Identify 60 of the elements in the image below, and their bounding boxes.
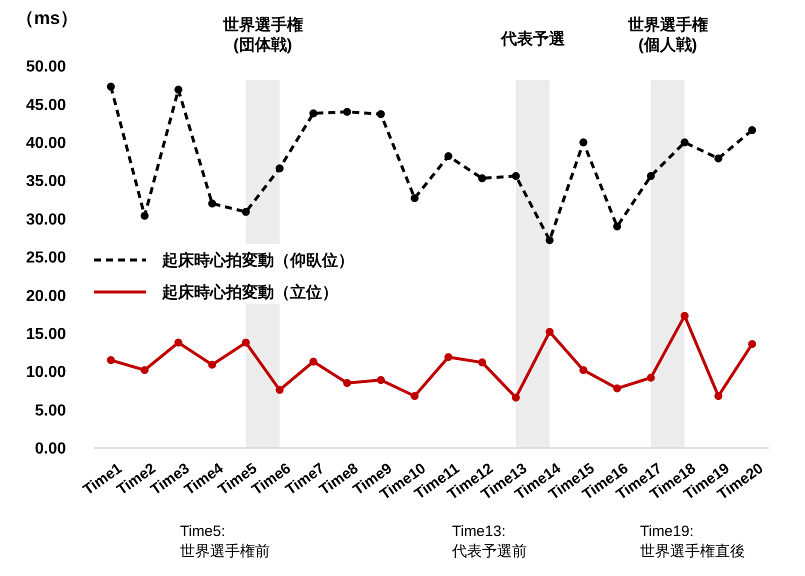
y-tick-label: 0.00 xyxy=(34,440,66,458)
y-tick-label: 5.00 xyxy=(34,402,66,420)
point xyxy=(410,194,419,202)
point xyxy=(546,236,554,244)
point xyxy=(579,366,588,374)
point xyxy=(748,126,756,134)
point xyxy=(242,208,250,216)
point xyxy=(376,376,385,384)
band-label: 世界選手権 (団体戦) xyxy=(222,16,303,54)
y-tick-label: 50.00 xyxy=(26,58,66,76)
point xyxy=(444,152,452,160)
point xyxy=(646,172,655,180)
point xyxy=(208,200,216,208)
point xyxy=(714,154,722,162)
point xyxy=(646,374,655,382)
point xyxy=(343,379,352,388)
text: Time13: 代表予選前 xyxy=(451,523,527,560)
point xyxy=(680,138,689,146)
point xyxy=(714,392,722,400)
point xyxy=(546,328,554,336)
legend-label: 起床時心拍変動（仰臥位） xyxy=(161,250,354,270)
y-tick-label: 15.00 xyxy=(26,326,66,343)
legend-label: 起床時心拍変動（立位） xyxy=(161,282,338,302)
point xyxy=(613,384,622,392)
point xyxy=(106,82,115,91)
point xyxy=(512,394,520,402)
y-tick-label: 20.00 xyxy=(26,288,66,305)
point xyxy=(174,338,182,347)
y-tick-label: 30.00 xyxy=(26,211,66,228)
point xyxy=(410,392,419,400)
point xyxy=(512,172,520,180)
point xyxy=(343,108,352,116)
y-tick-label: 40.00 xyxy=(26,135,66,152)
text: Time5: 世界選手権前 xyxy=(180,523,270,560)
point xyxy=(174,86,182,94)
point xyxy=(376,110,385,118)
point xyxy=(680,312,689,320)
band-label: 代表予選 xyxy=(500,30,565,48)
y-axis-title: （ms） xyxy=(16,8,78,28)
point xyxy=(309,358,318,366)
point xyxy=(478,358,486,366)
point xyxy=(242,338,250,347)
point xyxy=(748,340,756,348)
point xyxy=(613,222,622,230)
point xyxy=(276,164,284,172)
band-label: 世界選手権 (個人戦) xyxy=(626,16,708,54)
y-tick-label: 10.00 xyxy=(26,364,66,382)
point xyxy=(140,366,149,374)
y-tick-label: 45.00 xyxy=(26,96,66,114)
point xyxy=(478,174,486,182)
text: Time19: 世界選手権直後 xyxy=(640,523,745,560)
y-tick-label: 35.00 xyxy=(26,173,66,190)
point xyxy=(444,353,452,362)
point xyxy=(309,109,318,118)
y-tick-label: 25.00 xyxy=(26,250,66,267)
point xyxy=(276,386,284,394)
point xyxy=(140,212,149,220)
point xyxy=(579,138,588,146)
point xyxy=(208,360,216,369)
point xyxy=(106,356,115,364)
